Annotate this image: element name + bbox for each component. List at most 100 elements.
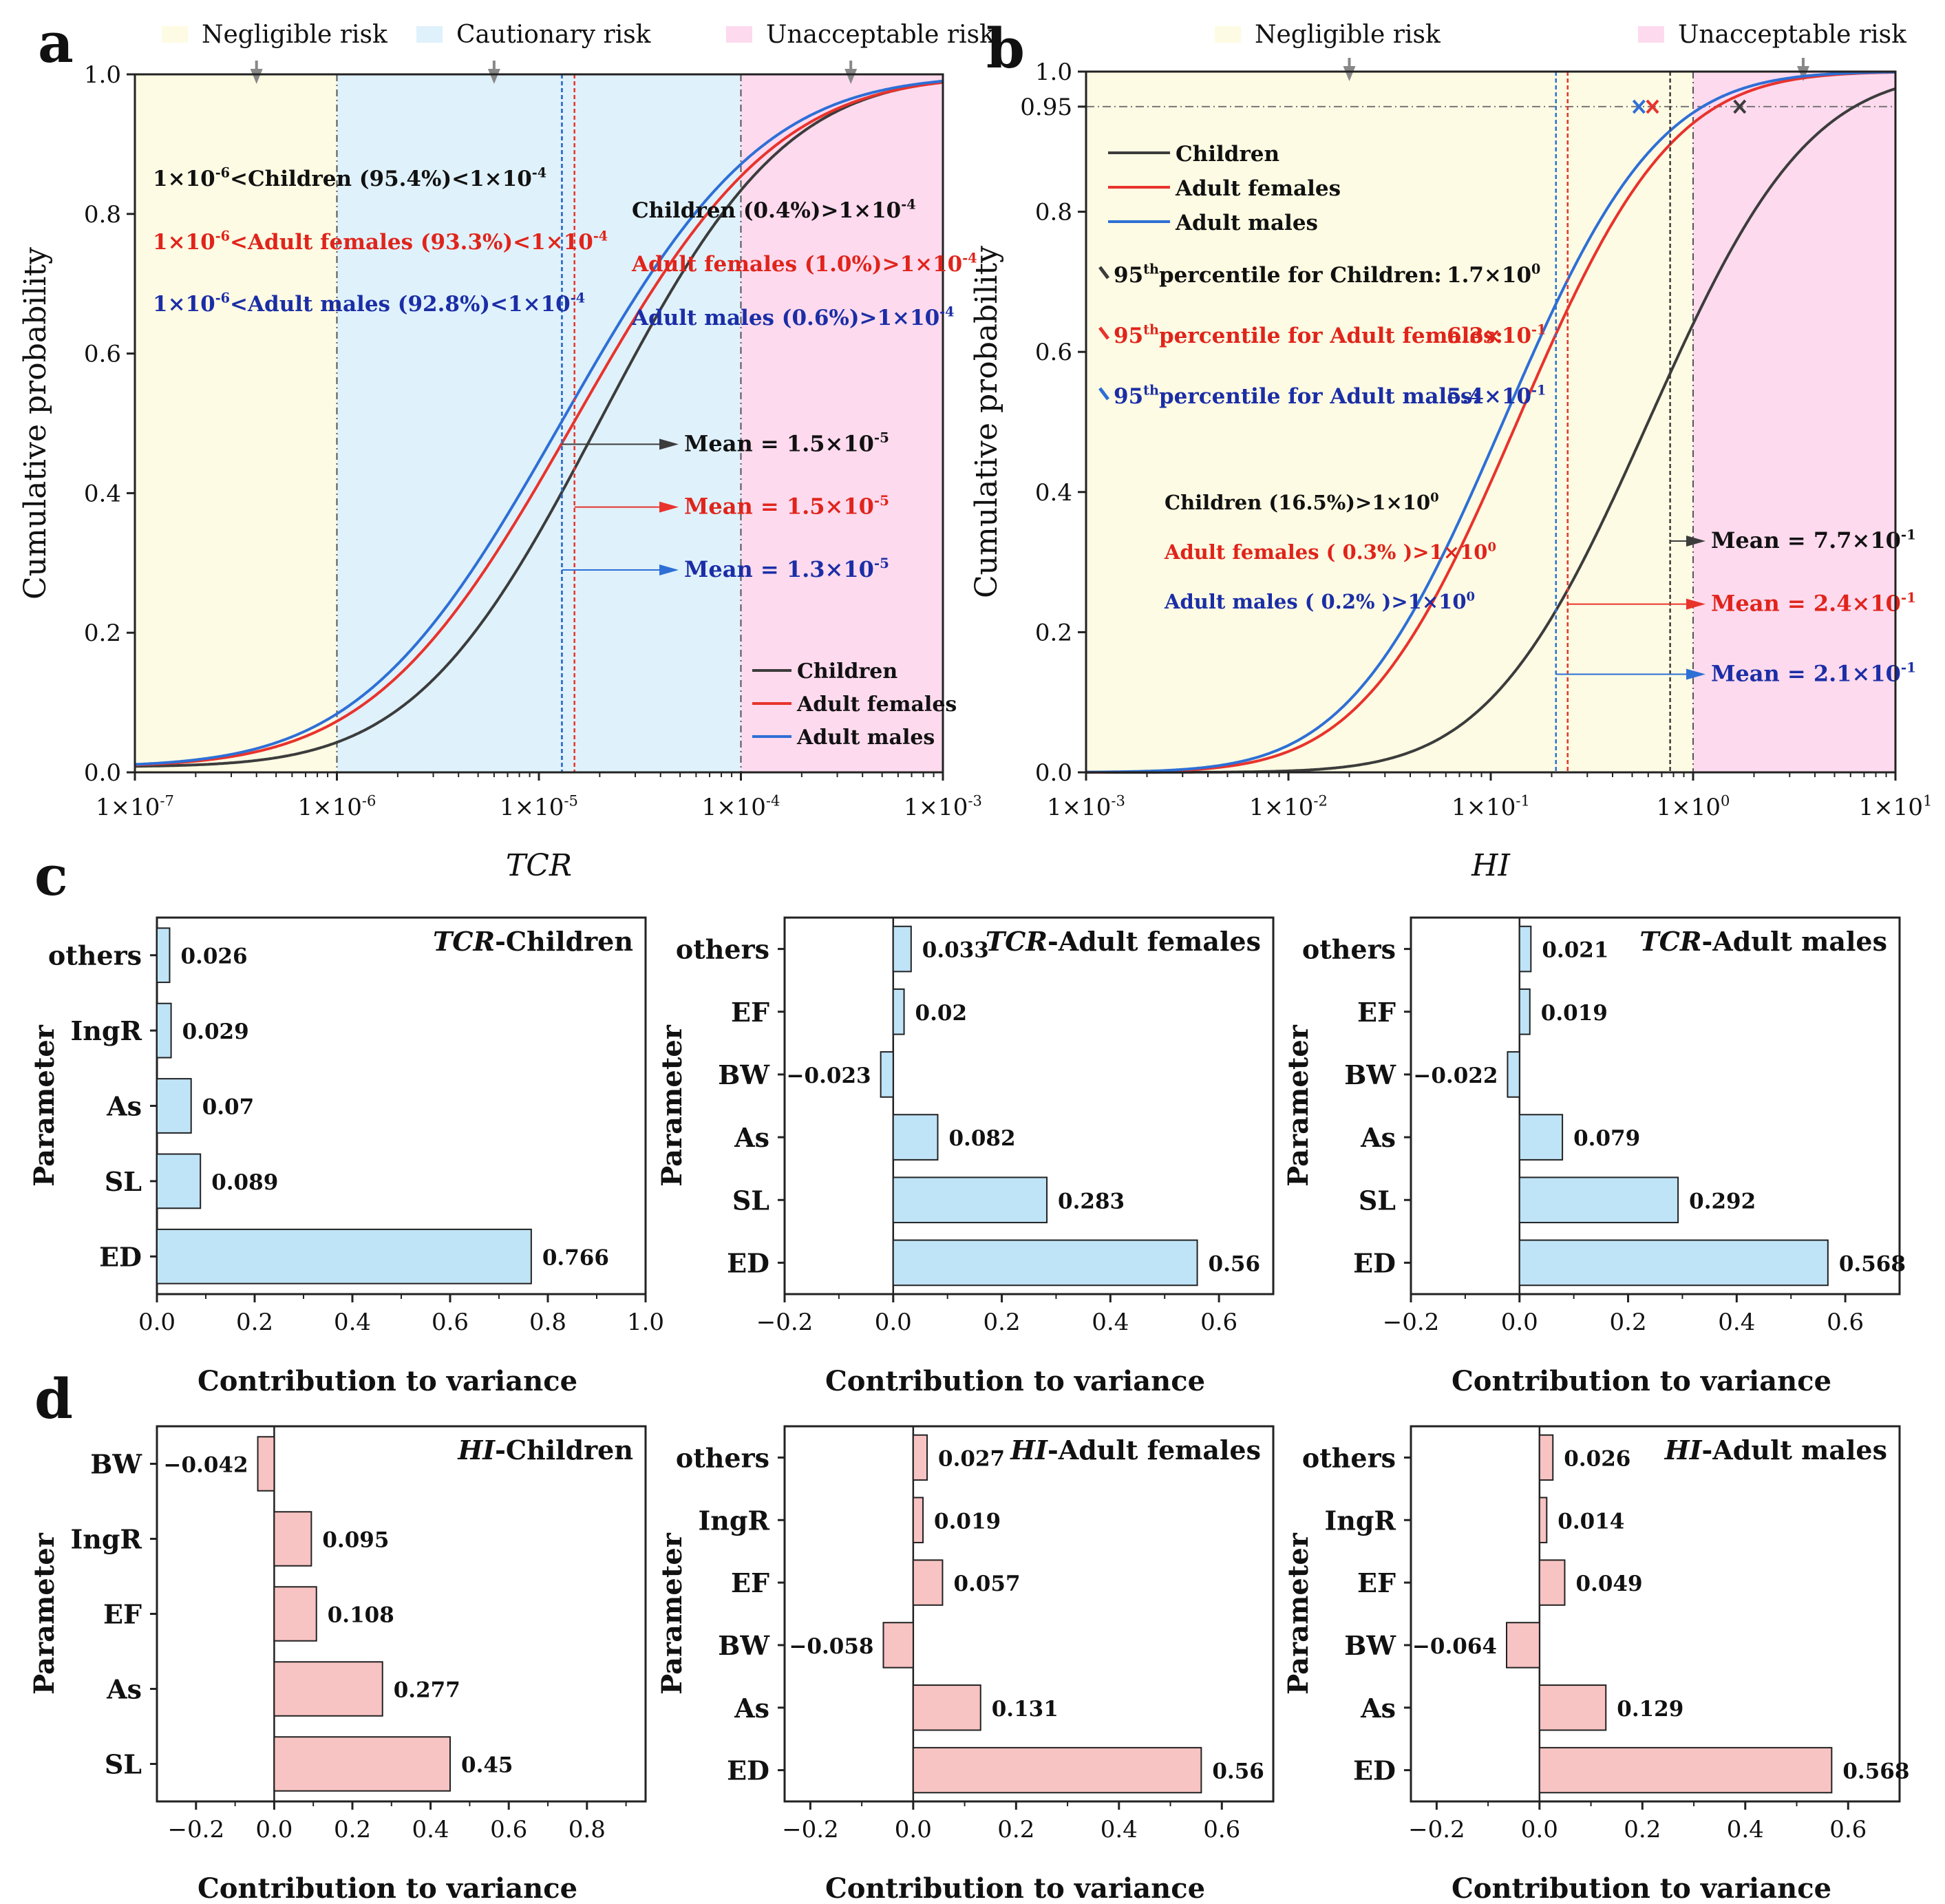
- text-run: 95: [1114, 324, 1143, 348]
- bar: [892, 1176, 1048, 1224]
- x-tick-label: 0.6: [1203, 1816, 1240, 1843]
- category-label: EF: [1357, 997, 1396, 1028]
- x-tick-label: −0.2: [782, 1816, 839, 1843]
- category-label: IngR: [1324, 1505, 1396, 1536]
- bar-panel-c2: others 0.033 EF 0.02 BW −0.023 As 0.082 SL 0.283 E…: [656, 916, 1275, 1397]
- x-tick-label: 0.0: [1501, 1309, 1538, 1336]
- category-label: IngR: [698, 1505, 769, 1536]
- panel-letter: d: [34, 1366, 73, 1431]
- arrow-icon: [659, 564, 679, 575]
- text-run: 1×10: [1859, 794, 1923, 821]
- category-label: SL: [1359, 1185, 1396, 1216]
- y-tick-label: 0.8: [1035, 199, 1072, 226]
- superscript: -5: [874, 555, 889, 571]
- superscript: th: [1143, 262, 1159, 277]
- category-label: ED: [727, 1755, 769, 1786]
- bar: [892, 925, 912, 973]
- superscript: -5: [564, 792, 578, 809]
- risk-annotation: Children (0.4%)>1×10-4: [632, 197, 916, 223]
- text-run: 1×10: [904, 794, 968, 821]
- bar: [273, 1661, 383, 1717]
- x-tick-label: 0.6: [432, 1309, 469, 1336]
- x-tick-label: 0.8: [568, 1816, 606, 1843]
- title-prefix: TCR: [1639, 926, 1701, 957]
- panel-title: TCR-Children: [433, 926, 633, 957]
- bar: [1538, 1559, 1566, 1606]
- superscript: -3: [968, 792, 982, 809]
- x-tick-label: 0.6: [1827, 1309, 1864, 1336]
- text-run: 1×10: [153, 292, 215, 317]
- x-tick-label: 0.8: [529, 1309, 566, 1336]
- risk-zone: [135, 74, 337, 772]
- value-label: 0.45: [461, 1753, 513, 1778]
- cdf-panel-a: Negligible risk Cautionary risk Unacceptab…: [18, 10, 995, 883]
- superscript: 0: [1487, 540, 1496, 554]
- text-run: Adult males ( 0.2% )>1×10: [1164, 590, 1467, 613]
- category-label: EF: [731, 1567, 769, 1598]
- mean-label: Mean = 2.4×10-1: [1711, 589, 1916, 617]
- value-label: −0.058: [789, 1634, 873, 1659]
- x-tick-label: −0.2: [168, 1816, 225, 1843]
- x-tick-label: 1×10-3: [1047, 792, 1125, 821]
- text-run: Adult females (1.0%)>1×10: [631, 252, 962, 277]
- text-run: 95: [1114, 263, 1143, 288]
- value-label: 0.029: [182, 1019, 249, 1044]
- value-label: 0.56: [1212, 1759, 1264, 1784]
- y-tick-label: 0.2: [84, 620, 121, 647]
- category-label: As: [1360, 1122, 1396, 1153]
- y-axis-label: Parameter: [656, 1024, 688, 1187]
- text-run: Mean = 2.1×10: [1711, 660, 1901, 686]
- category-label: BW: [90, 1449, 142, 1480]
- value-label: 0.089: [211, 1170, 278, 1195]
- risk-annotation: Adult males ( 0.2% )>1×100: [1164, 589, 1475, 613]
- category-label: BW: [718, 1630, 770, 1661]
- x-tick-label: 0.4: [334, 1309, 371, 1336]
- category-label: As: [106, 1674, 142, 1705]
- legend-label: Adult males: [796, 726, 935, 750]
- value-label: 0.277: [394, 1678, 460, 1703]
- x-axis-label: Contribution to variance: [825, 1365, 1205, 1397]
- text-run: Adult females ( 0.3% )>1×10: [1164, 540, 1487, 564]
- value-label: −0.064: [1412, 1634, 1497, 1659]
- text-run: 1×10: [1047, 794, 1111, 821]
- y-axis-label: Parameter: [1282, 1024, 1315, 1187]
- text-run: 1×10: [153, 167, 215, 191]
- superscript: -1: [1531, 322, 1546, 338]
- x-tick-label: −0.2: [1383, 1309, 1440, 1336]
- bar: [912, 1559, 944, 1606]
- x-tick-label: 0.2: [236, 1309, 273, 1336]
- zone-legend-swatch: [1638, 26, 1664, 43]
- category-label: others: [676, 1442, 769, 1473]
- value-label: 0.07: [202, 1095, 255, 1120]
- y-tick-label: 1.0: [1035, 59, 1072, 86]
- bar: [257, 1436, 275, 1492]
- title-suffix: -Children: [495, 926, 633, 957]
- text-run: 1×10: [96, 794, 160, 821]
- category-label: SL: [105, 1166, 142, 1197]
- value-label: 0.082: [948, 1126, 1015, 1151]
- text-run: Mean = 1.3×10: [684, 556, 874, 582]
- value-label: 0.283: [1058, 1189, 1125, 1214]
- category-label: As: [734, 1693, 769, 1724]
- category-label: BW: [1344, 1059, 1396, 1090]
- text-run: 1×10: [1452, 794, 1516, 821]
- risk-annotation: 1×10-6<Children (95.4%)<1×10-4: [153, 165, 546, 191]
- text-run: 1×10: [298, 794, 362, 821]
- cdf-panel-b: Negligible risk Unacceptable risk Mean = 7…: [969, 16, 1932, 883]
- p95-value: 6.3×10-1: [1447, 322, 1546, 348]
- cdf-curve-adult-males: [134, 79, 944, 766]
- x-tick-label: −0.2: [1408, 1816, 1465, 1843]
- value-label: 0.108: [328, 1603, 394, 1628]
- y-tick-label: 0.0: [1035, 759, 1072, 787]
- text-run: <Adult females (93.3%)<1×10: [230, 230, 593, 255]
- title-prefix: HI: [1664, 1435, 1703, 1466]
- cdf-curve-children: [135, 81, 944, 768]
- x-tick-label: 0.4: [1101, 1816, 1138, 1843]
- x-tick-label: 0.0: [1521, 1816, 1558, 1843]
- risk-zone: [741, 74, 943, 772]
- superscript: th: [1143, 383, 1159, 399]
- superscript: -6: [362, 792, 376, 809]
- x-axis-label: Contribution to variance: [825, 1872, 1205, 1904]
- y-tick-label: 0.2: [1035, 619, 1072, 646]
- x-tick-label: 0.0: [875, 1309, 912, 1336]
